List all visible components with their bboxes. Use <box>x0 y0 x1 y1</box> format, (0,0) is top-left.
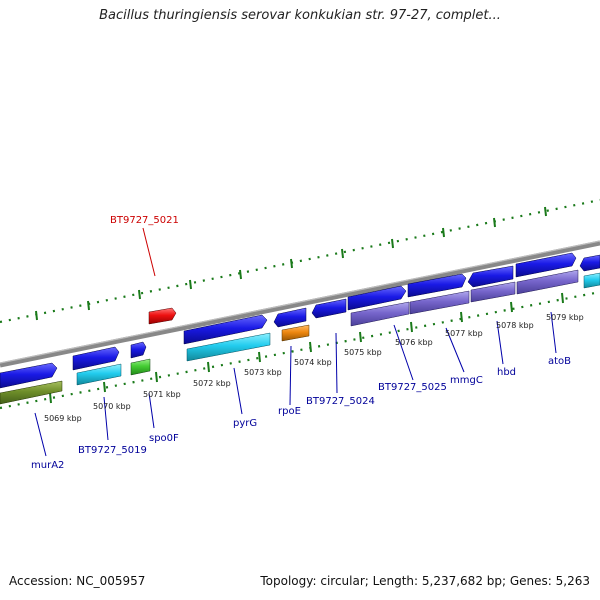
gene-arrow[interactable] <box>515 252 577 278</box>
scale-label: 5079 kbp <box>546 313 584 322</box>
map-title: Bacillus thuringiensis serovar konkukian… <box>99 8 501 23</box>
gene-arrow[interactable] <box>186 332 271 362</box>
scale-label: 5075 kbp <box>344 348 382 357</box>
gene-arrow[interactable] <box>76 363 122 386</box>
gene-arrow[interactable] <box>516 269 579 295</box>
genome-summary-text: Topology: circular; Length: 5,237,682 bp… <box>260 574 590 588</box>
gene-label-mura2[interactable]: murA2 <box>31 460 64 471</box>
scale-label: 5078 kbp <box>496 321 534 330</box>
scale-label: 5073 kbp <box>244 368 282 377</box>
gene-arrow[interactable] <box>470 281 516 303</box>
genome-backbone <box>0 240 600 368</box>
gene-arrow[interactable] <box>583 272 600 289</box>
gene-arrow[interactable] <box>130 341 147 359</box>
gene-arrow[interactable] <box>350 301 410 327</box>
accession-text: Accession: NC_005957 <box>9 574 146 588</box>
gene-label-hbd[interactable]: hbd <box>497 367 516 378</box>
gene-arrow[interactable] <box>467 265 514 288</box>
gene-arrow[interactable] <box>72 346 120 371</box>
gene-arrow[interactable] <box>409 290 470 315</box>
scale-label: 5076 kbp <box>395 338 433 347</box>
gene-arrow[interactable] <box>130 358 151 376</box>
scale-label: 5070 kbp <box>93 402 131 411</box>
scale-label: 5074 kbp <box>294 358 332 367</box>
gene-arrow[interactable] <box>0 362 58 389</box>
forward-gene-track <box>0 252 600 389</box>
gene-label-pyrg[interactable]: pyrG <box>233 418 257 429</box>
gene-label-atob[interactable]: atoB <box>548 356 571 367</box>
gene-arrow[interactable] <box>579 254 600 272</box>
reverse-gene-track <box>0 269 600 405</box>
gene-labels: BT9727_5021 murA2 BT9727_5019 spo0F pyrG… <box>31 215 571 471</box>
inner-major-ticks <box>49 292 564 404</box>
outer-tick-ring <box>0 198 600 324</box>
gene-label-rpoe[interactable]: rpoE <box>278 406 301 417</box>
gene-label-spo0f[interactable]: spo0F <box>149 433 179 444</box>
scale-label: 5069 kbp <box>44 414 82 423</box>
gene-arrow[interactable] <box>311 298 347 319</box>
gene-arrow[interactable] <box>347 285 407 311</box>
gene-arrow[interactable] <box>273 307 307 328</box>
gene-label-bt9727-5021[interactable]: BT9727_5021 <box>110 215 179 226</box>
gene-label-bt9727-5025[interactable]: BT9727_5025 <box>378 382 447 393</box>
highlighted-gene-arrow[interactable] <box>148 307 177 325</box>
gene-arrow[interactable] <box>0 380 63 405</box>
gene-label-bt9727-5024[interactable]: BT9727_5024 <box>306 396 375 407</box>
scale-label: 5072 kbp <box>193 379 231 388</box>
gene-arrow[interactable] <box>183 314 268 345</box>
scale-labels: 5069 kbp 5070 kbp 5071 kbp 5072 kbp 5073… <box>44 313 584 423</box>
outer-major-ticks <box>35 206 547 321</box>
gene-label-bt9727-5019[interactable]: BT9727_5019 <box>78 445 147 456</box>
label-leader-lines <box>34 227 557 457</box>
scale-label: 5077 kbp <box>445 329 483 338</box>
gene-label-mmgc[interactable]: mmgC <box>450 375 483 386</box>
scale-label: 5071 kbp <box>143 390 181 399</box>
gene-arrow[interactable] <box>281 324 310 342</box>
gene-arrow[interactable] <box>407 273 467 298</box>
